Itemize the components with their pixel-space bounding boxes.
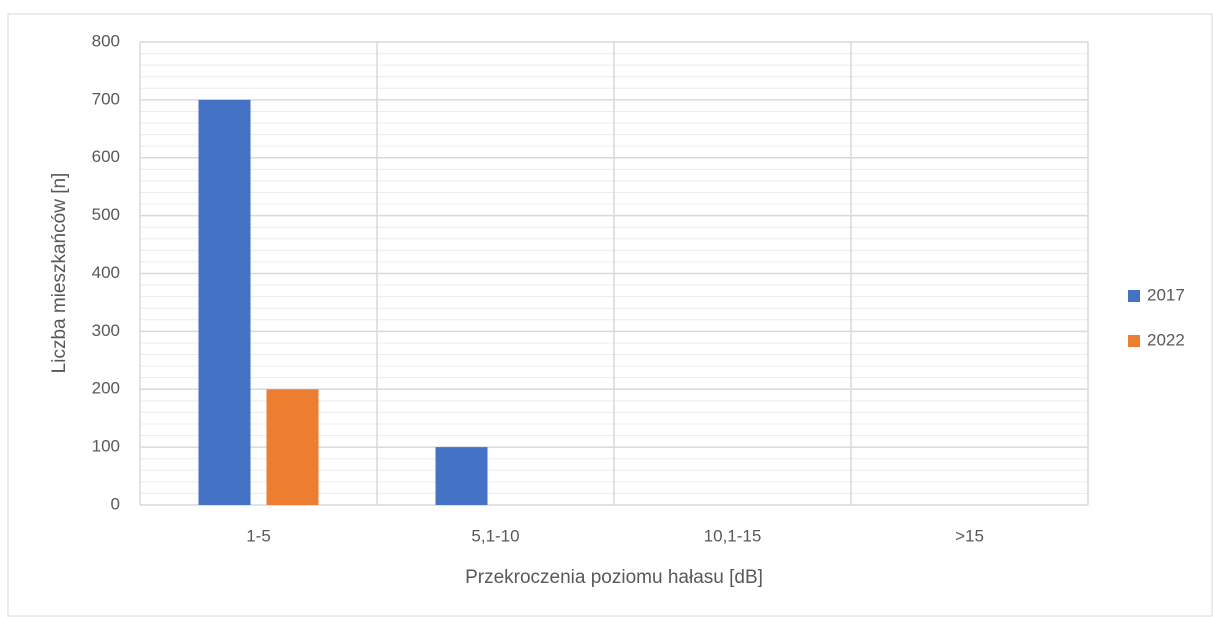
- y-tick-label: 800: [92, 31, 120, 50]
- legend-label: 2017: [1147, 285, 1185, 304]
- y-tick-label: 100: [92, 437, 120, 456]
- y-tick-label: 400: [92, 263, 120, 282]
- legend-swatch: [1128, 290, 1140, 302]
- y-tick-label: 600: [92, 147, 120, 166]
- y-tick-label: 500: [92, 205, 120, 224]
- y-axis-title: Liczba mieszkańców [n]: [49, 173, 70, 374]
- bar: [266, 389, 319, 505]
- chart-frame: [7, 13, 1213, 617]
- y-tick-label: 700: [92, 89, 120, 108]
- x-tick-label: 10,1-15: [704, 526, 762, 545]
- x-axis-title: Przekroczenia poziomu hałasu [dB]: [465, 567, 763, 588]
- y-tick-label: 300: [92, 321, 120, 340]
- bar: [198, 99, 251, 505]
- bar: [435, 447, 488, 505]
- legend-swatch: [1128, 335, 1140, 347]
- legend-label: 2022: [1147, 330, 1185, 349]
- y-tick-label: 0: [111, 494, 120, 513]
- y-tick-label: 200: [92, 379, 120, 398]
- x-tick-label: 5,1-10: [471, 526, 519, 545]
- x-tick-label: >15: [955, 526, 984, 545]
- x-tick-label: 1-5: [246, 526, 271, 545]
